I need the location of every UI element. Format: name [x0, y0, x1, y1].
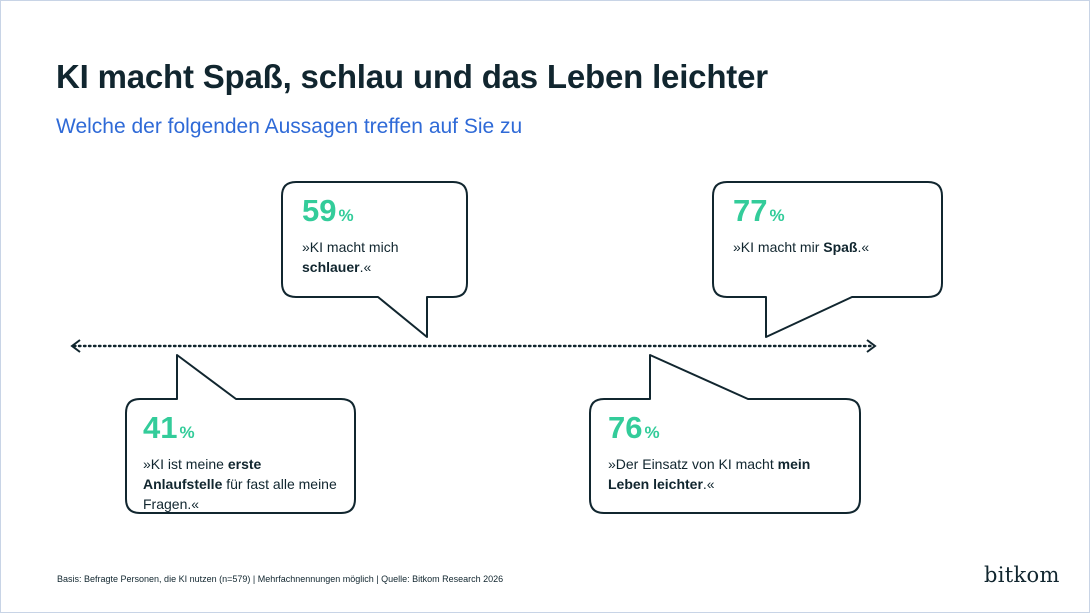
stat-value: 41% [143, 411, 343, 450]
value-number: 77 [733, 193, 768, 228]
speech-bubble-4 [712, 181, 943, 338]
quote-text: für fast alle meine Fragen.« [143, 476, 337, 512]
quote-emphasis: mein Leben leichter [608, 456, 811, 492]
quote-text: .« [359, 259, 372, 275]
stat-card-1: 41% »KI ist meine erste Anlaufstelle für… [143, 411, 343, 514]
axis-arrow-right-icon [866, 339, 877, 353]
value-unit: % [179, 423, 195, 442]
stat-quote: »KI ist meine erste Anlaufstelle für fas… [143, 454, 343, 514]
source-footnote: Basis: Befragte Personen, die KI nutzen … [57, 574, 504, 584]
stat-value: 76% [608, 411, 848, 450]
value-unit: % [338, 206, 354, 225]
stat-quote: »KI macht mich schlauer.« [302, 237, 452, 277]
value-number: 76 [608, 410, 643, 445]
quote-text: .« [857, 239, 870, 255]
quote-text: »Der Einsatz von KI macht [608, 456, 778, 472]
stat-value: 77% [733, 194, 928, 233]
quote-emphasis: erste Anlaufstelle [143, 456, 262, 492]
speech-bubble-3 [589, 354, 861, 514]
speech-bubble-1 [125, 354, 356, 514]
quote-emphasis: schlauer [302, 259, 360, 275]
quote-text: »KI macht mir [733, 239, 824, 255]
stat-card-4: 77% »KI macht mir Spaß.« [733, 194, 928, 257]
stat-card-3: 76% »Der Einsatz von KI macht mein Leben… [608, 411, 848, 494]
quote-text: »KI macht mich [302, 239, 399, 255]
quote-text: »KI ist meine [143, 456, 228, 472]
stat-value: 59% [302, 194, 452, 233]
value-number: 59 [302, 193, 337, 228]
stat-card-2: 59% »KI macht mich schlauer.« [302, 194, 452, 277]
page-subtitle: Welche der folgenden Aussagen treffen au… [56, 115, 523, 138]
axis-arrow-left-icon [70, 339, 81, 353]
stat-quote: »KI macht mir Spaß.« [733, 237, 928, 257]
bitkom-logo: bitkom [984, 563, 1060, 587]
page-title: KI macht Spaß, schlau und das Leben leic… [56, 58, 768, 95]
value-unit: % [769, 206, 785, 225]
quote-text: .« [702, 476, 715, 492]
speech-bubble-2 [281, 181, 468, 338]
value-number: 41 [143, 410, 178, 445]
quote-emphasis: Spaß [823, 239, 858, 255]
value-unit: % [644, 423, 660, 442]
stat-quote: »Der Einsatz von KI macht mein Leben lei… [608, 454, 848, 494]
